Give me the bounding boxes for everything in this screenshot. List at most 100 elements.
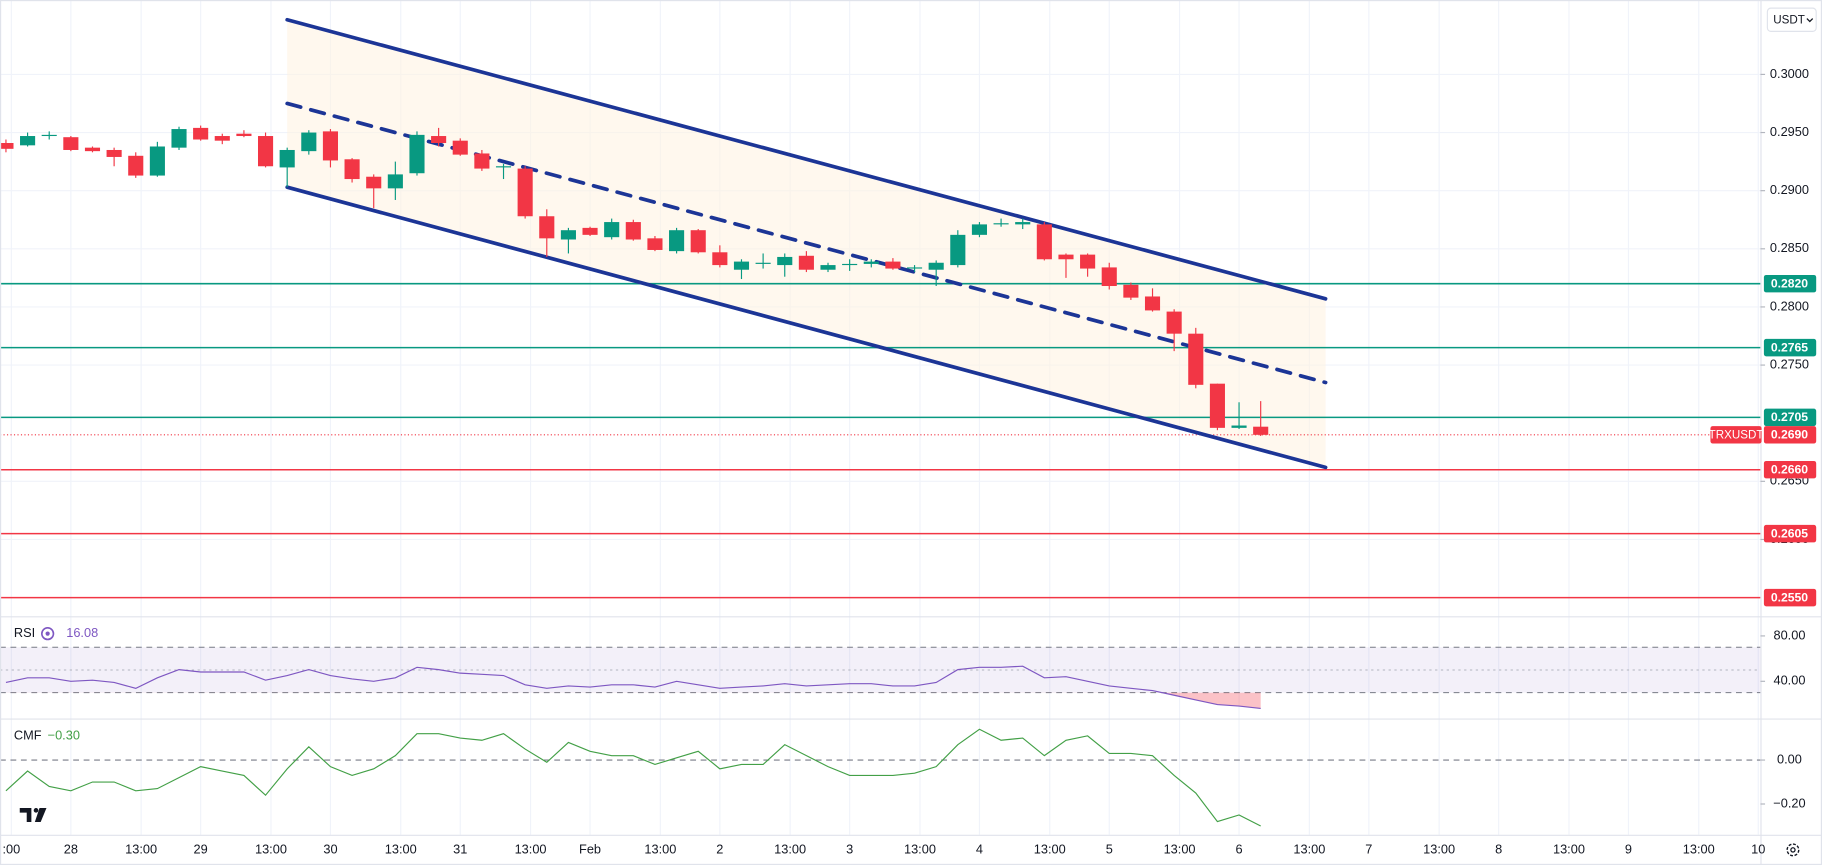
level-label-box <box>1763 588 1817 607</box>
candle-body <box>1253 426 1269 435</box>
candle-body <box>387 174 403 189</box>
y-tick-label: 0.2850 <box>1770 240 1809 255</box>
channel-upper <box>285 17 1328 301</box>
gear-outer[interactable] <box>1786 843 1800 857</box>
candle-body <box>1166 311 1182 334</box>
x-tick-label: 10 <box>1751 841 1765 856</box>
candle-body <box>452 140 468 155</box>
x-tick-label: 13:00 <box>1164 841 1196 856</box>
settings-button[interactable] <box>1786 843 1800 857</box>
level-label: 0.2820 <box>1771 276 1808 290</box>
rsi-icon-ring[interactable] <box>41 627 55 641</box>
y-tick-label: 0.2900 <box>1770 182 1809 197</box>
channel-lower <box>285 185 1328 470</box>
cmf-value: −0.30 <box>48 727 80 742</box>
level-label: 0.2660 <box>1771 463 1808 477</box>
y-tick-label: 80.00 <box>1773 627 1805 642</box>
candle-body <box>495 166 512 168</box>
x-tick-label: 7 <box>1365 841 1372 856</box>
x-tick-label: 4 <box>976 841 983 856</box>
rsi-pane <box>0 646 1761 710</box>
candle-body <box>755 262 771 264</box>
candle-body <box>128 155 144 176</box>
rsi-title: RSI <box>14 625 35 640</box>
y-tick-label: 0.00 <box>1777 751 1802 766</box>
level-label: 0.2550 <box>1771 590 1808 604</box>
candle-body <box>647 238 663 250</box>
cmf-pane <box>0 728 1761 827</box>
candle-body <box>517 168 533 217</box>
x-tick-label: 6 <box>1235 841 1242 856</box>
candle-body <box>149 146 165 176</box>
cmf-title: CMF <box>14 727 42 742</box>
candle-body <box>474 153 490 169</box>
level-label: 0.2605 <box>1771 526 1808 540</box>
candle-body <box>409 134 425 174</box>
candle-body <box>669 230 685 252</box>
currency-button[interactable]: USDT <box>1766 7 1817 32</box>
candle-body <box>301 132 317 152</box>
candle-body <box>1036 224 1052 260</box>
y-tick-label: 0.2750 <box>1770 356 1809 371</box>
candle-body <box>1188 333 1204 385</box>
logo-part[interactable] <box>33 808 39 813</box>
tradingview-logo[interactable] <box>19 808 47 822</box>
y-tick-label: 0.2800 <box>1770 298 1809 313</box>
candle-body <box>1123 284 1139 298</box>
candle-body <box>1080 254 1096 269</box>
x-tick-label: :00 <box>2 841 20 856</box>
level-label-box <box>1763 460 1817 479</box>
candle-body <box>906 267 923 269</box>
x-tick-label: 13:00 <box>904 841 936 856</box>
symbol-label: TRXUSDT <box>1709 428 1764 441</box>
logo-part[interactable] <box>19 808 32 822</box>
currency-button-box[interactable] <box>1766 7 1817 32</box>
y-tick-label: 0.2950 <box>1770 124 1809 139</box>
candle-body <box>257 136 274 167</box>
rsi-icon-dot[interactable] <box>45 631 50 636</box>
candle-body <box>842 263 858 266</box>
candle-body <box>582 227 598 235</box>
last-price-label: 0.2690 <box>1771 428 1808 442</box>
candle-body <box>84 147 101 152</box>
logo-part[interactable] <box>34 808 47 822</box>
candle-body <box>41 134 57 137</box>
x-tick-label: 13:00 <box>1683 841 1715 856</box>
candle-body <box>777 256 793 266</box>
x-tick-label: 13:00 <box>1423 841 1455 856</box>
currency-button-label[interactable]: USDT <box>1773 13 1805 26</box>
candle-body <box>1101 267 1117 287</box>
candle-body <box>1209 383 1225 428</box>
candle-body <box>560 230 576 240</box>
chevron-icon <box>1806 18 1814 23</box>
candle-body <box>885 261 901 269</box>
y-tick-label: −0.20 <box>1773 795 1805 810</box>
candle-body <box>604 222 620 238</box>
candle-body <box>279 149 295 168</box>
candle-body <box>1015 222 1031 225</box>
candle-body <box>928 262 944 270</box>
candle-body <box>1058 254 1074 260</box>
candle-body <box>214 136 230 141</box>
candle-body <box>863 261 879 264</box>
level-label-box <box>1763 338 1817 357</box>
level-label: 0.2705 <box>1771 410 1808 424</box>
x-tick-label: 8 <box>1495 841 1502 856</box>
x-tick-label: 13:00 <box>1553 841 1585 856</box>
candle-body <box>690 230 706 253</box>
candle-body <box>625 222 641 240</box>
candle-body <box>344 159 360 180</box>
x-tick-label: 31 <box>453 841 467 856</box>
rsi-settings-icon[interactable] <box>41 627 55 641</box>
x-tick-label: Feb <box>579 841 601 856</box>
candle-body <box>20 136 36 146</box>
x-tick-label: 3 <box>846 841 853 856</box>
level-label-box <box>1763 524 1817 543</box>
rsi-value: 16.08 <box>66 625 98 640</box>
gear-inner[interactable] <box>1790 847 1796 853</box>
x-tick-label: 13:00 <box>774 841 806 856</box>
last-price-box <box>1763 426 1817 444</box>
indicator-line <box>5 665 1261 710</box>
